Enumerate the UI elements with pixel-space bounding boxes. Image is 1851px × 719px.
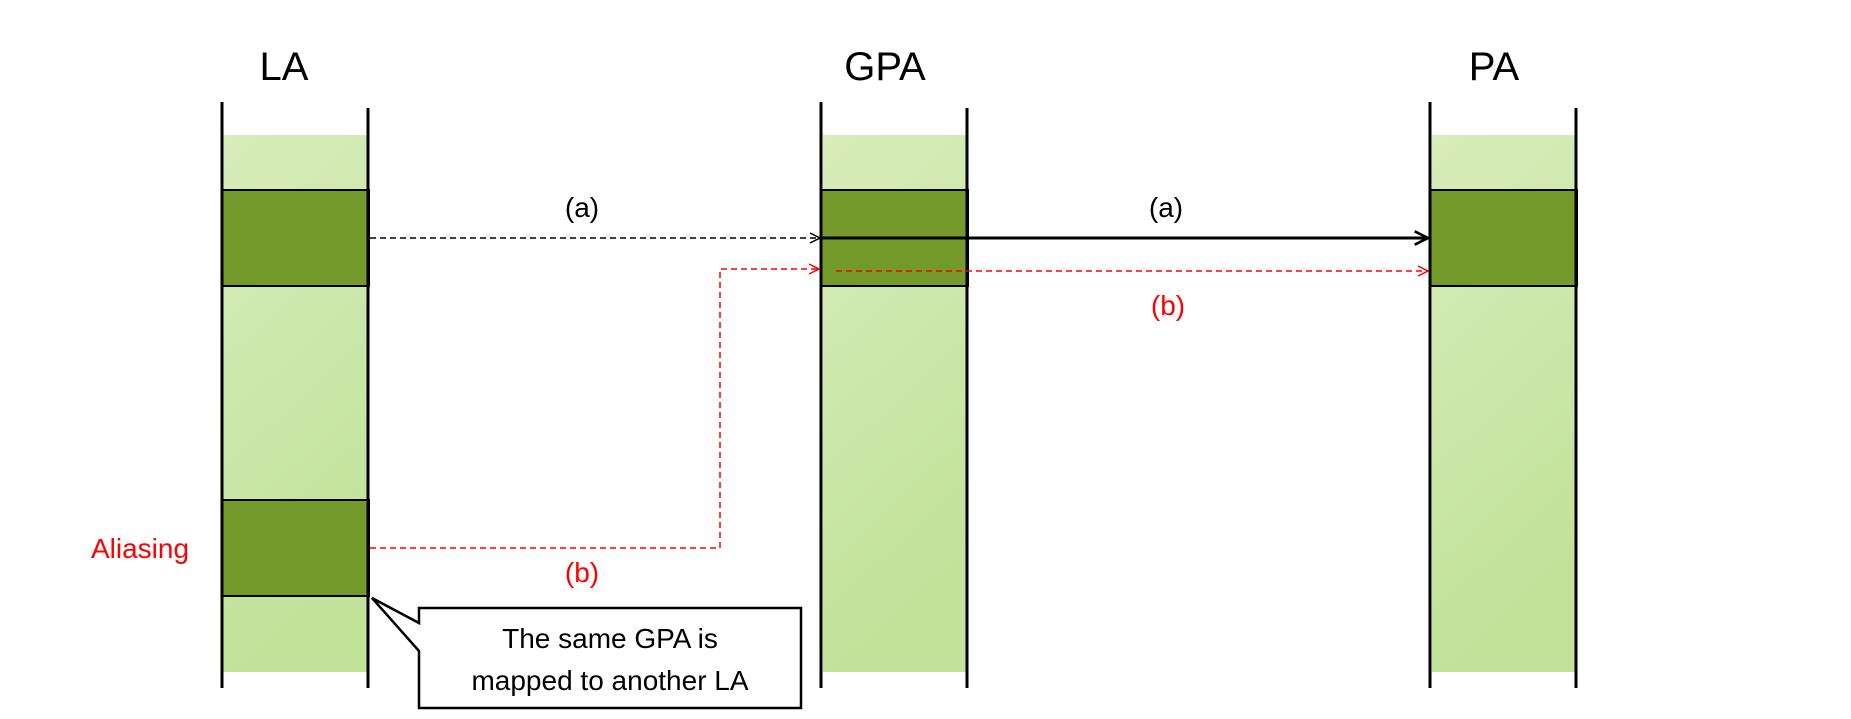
column-title-pa: PA: [1469, 45, 1520, 89]
gpa-column: [819, 102, 969, 688]
aliasing-label: Aliasing: [91, 533, 189, 564]
pa-column: [1428, 102, 1578, 688]
la-column: [220, 102, 370, 688]
callout-text-line1: The same GPA is: [502, 623, 718, 654]
la-mapped-block-b: [221, 499, 370, 597]
arrow-b-la-to-gpa: [370, 269, 819, 549]
label-a-la-to-gpa: (a): [565, 192, 599, 223]
column-title-gpa: GPA: [844, 45, 926, 89]
callout-bubble: [371, 596, 803, 710]
la-mapped-block-a: [221, 189, 370, 287]
label-b-la-to-gpa: (b): [565, 557, 599, 588]
column-title-la: LA: [260, 45, 309, 89]
label-a-gpa-to-pa: (a): [1149, 192, 1183, 223]
label-b-gpa-to-pa: (b): [1151, 290, 1185, 321]
aliasing-callout: The same GPA is mapped to another LA: [371, 596, 803, 710]
callout-text-line2: mapped to another LA: [471, 665, 748, 696]
pa-mapped-block: [1429, 189, 1578, 287]
